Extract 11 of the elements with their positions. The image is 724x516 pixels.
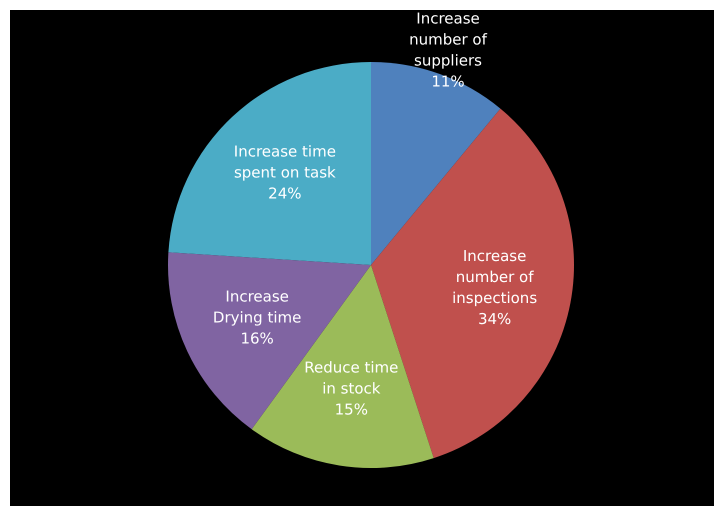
data-label: 16% — [240, 330, 274, 348]
data-label: 15% — [334, 400, 368, 418]
pie-slice — [168, 62, 371, 265]
data-label: 24% — [268, 184, 302, 202]
data-label: 34% — [478, 310, 512, 328]
data-label: 11% — [431, 72, 465, 91]
slice-label: Increase number of inspections — [452, 247, 538, 308]
slice-label: Increase time spent on task — [234, 142, 336, 182]
slice-label: Reduce time in stock — [304, 358, 398, 398]
slice-label: Increase number of suppliers — [409, 10, 488, 70]
slice-label: Increase Drying time — [212, 288, 302, 327]
